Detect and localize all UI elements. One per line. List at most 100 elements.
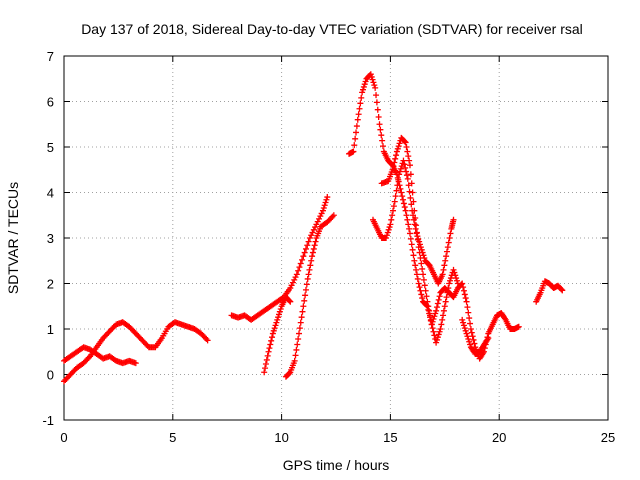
data-point: [419, 265, 426, 272]
data-point: [309, 253, 316, 260]
y-tick-label: 0: [47, 368, 54, 383]
data-point: [428, 321, 435, 328]
data-point: [460, 284, 467, 291]
data-point: [460, 319, 467, 326]
data-point: [297, 319, 304, 326]
data-point: [289, 279, 296, 286]
data-point: [302, 245, 309, 252]
data-point: [388, 216, 395, 223]
data-point: [409, 189, 416, 196]
data-point: [462, 327, 469, 334]
data-point: [287, 298, 294, 305]
data-point: [263, 356, 270, 363]
data-point: [204, 337, 211, 344]
data-point: [400, 200, 407, 207]
data-point: [466, 338, 473, 345]
data-point: [350, 148, 357, 155]
data-point: [305, 271, 312, 278]
data-point: [385, 226, 392, 233]
data-point: [362, 78, 369, 85]
data-point: [403, 172, 410, 179]
data-point: [309, 229, 316, 236]
data-point: [394, 182, 401, 189]
series-track-j: [533, 278, 566, 305]
data-point: [430, 328, 437, 335]
data-point: [294, 341, 301, 348]
data-point: [402, 139, 409, 146]
y-tick-label: 1: [47, 322, 54, 337]
data-point: [461, 325, 468, 332]
data-point: [265, 348, 272, 355]
x-tick-label: 15: [383, 430, 397, 445]
data-point: [400, 157, 407, 164]
data-point: [359, 89, 366, 96]
data-point: [414, 275, 421, 282]
y-tick-label: 7: [47, 49, 54, 64]
data-point: [434, 334, 441, 341]
data-point: [453, 277, 460, 284]
data-point: [293, 271, 300, 278]
data-point: [417, 287, 424, 294]
data-point: [408, 180, 415, 187]
data-point: [324, 194, 331, 201]
x-tick-label: 20: [492, 430, 506, 445]
data-point: [431, 313, 438, 320]
data-point: [302, 286, 309, 293]
data-point: [431, 332, 438, 339]
data-point: [273, 319, 280, 326]
data-point: [407, 194, 414, 201]
data-point: [398, 189, 405, 196]
data-point: [437, 326, 444, 332]
x-tick-label: 10: [274, 430, 288, 445]
data-point: [465, 309, 472, 316]
data-point: [311, 242, 318, 249]
data-point: [300, 303, 307, 310]
data-point: [429, 318, 436, 325]
data-point: [421, 282, 428, 289]
data-point: [445, 239, 452, 246]
data-point: [370, 79, 377, 86]
data-point: [471, 340, 478, 347]
data-point: [413, 266, 420, 273]
data-point: [411, 221, 418, 228]
data-point: [450, 266, 457, 273]
data-point: [436, 328, 443, 335]
data-point: [299, 256, 306, 263]
data-point: [441, 303, 448, 310]
data-point: [357, 100, 364, 107]
data-point: [132, 360, 139, 367]
y-tick-label: -1: [42, 413, 54, 428]
data-point: [468, 329, 475, 336]
data-point: [470, 336, 477, 343]
data-point: [465, 336, 472, 343]
data-point: [420, 252, 427, 259]
data-point: [309, 249, 316, 256]
data-point: [389, 212, 396, 219]
data-point: [361, 81, 368, 88]
data-point: [397, 165, 404, 172]
data-point: [415, 244, 422, 251]
data-point: [466, 315, 473, 322]
data-point: [286, 370, 293, 377]
data-point: [559, 287, 566, 294]
series-track-c: [228, 194, 331, 323]
data-point: [296, 325, 303, 332]
data-point: [298, 314, 305, 321]
data-point: [450, 216, 457, 223]
data-point: [440, 307, 447, 314]
data-point: [440, 312, 447, 319]
data-point: [295, 267, 302, 274]
data-point: [305, 238, 312, 245]
x-axis-label: GPS time / hours: [283, 457, 390, 473]
data-point: [291, 357, 298, 364]
data-points: [61, 71, 566, 385]
data-point: [426, 307, 433, 314]
data-point: [271, 325, 278, 332]
data-point: [319, 207, 326, 214]
data-point: [392, 155, 399, 162]
data-point: [374, 106, 381, 113]
data-point: [310, 226, 317, 233]
data-point: [292, 352, 299, 359]
data-point: [439, 316, 446, 323]
data-point: [291, 276, 298, 283]
